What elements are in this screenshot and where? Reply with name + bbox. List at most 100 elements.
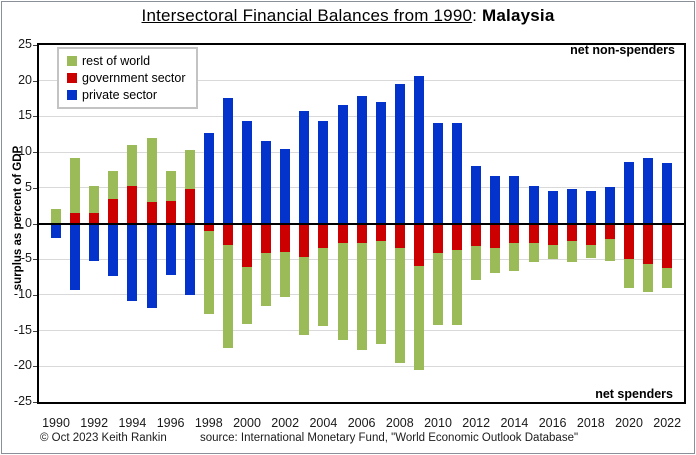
bar-segment-government-2011	[452, 223, 463, 250]
bar-segment-rest_of_world-2022	[662, 268, 673, 288]
bar-segment-government-1997	[184, 189, 195, 224]
x-tick-label: 2006	[347, 416, 376, 430]
legend-label: rest of world	[82, 53, 151, 68]
y-tick-label: -5	[20, 251, 32, 266]
x-tick-label: 2020	[615, 416, 643, 430]
bar-segment-government-1992	[89, 212, 100, 224]
x-tick-label: 1990	[42, 416, 70, 430]
bar-segment-government-2017	[566, 223, 577, 242]
bar-segment-private-2017	[566, 189, 577, 224]
bar-segment-rest_of_world-2001	[261, 253, 272, 307]
bar-segment-private-2008	[394, 84, 405, 224]
bar-segment-rest_of_world-2009	[413, 266, 424, 370]
bar-segment-private-1995	[146, 223, 157, 309]
bar-segment-government-2013	[490, 223, 501, 248]
legend-label: government sector	[82, 70, 186, 85]
bar-segment-government-1991	[70, 212, 81, 224]
bar-segment-rest_of_world-2019	[604, 239, 615, 262]
bar-segment-private-1996	[165, 223, 176, 275]
legend: rest of world government sector private …	[57, 47, 198, 109]
bar-segment-private-2016	[547, 191, 558, 224]
bar-segment-government-2016	[547, 223, 558, 245]
bar-segment-rest_of_world-1992	[89, 186, 100, 213]
bar-segment-government-1995	[146, 202, 157, 224]
title-region: Malaysia	[482, 6, 555, 25]
bar-segment-rest_of_world-1995	[146, 137, 157, 203]
bar-segment-government-2006	[356, 223, 367, 243]
bar-segment-government-2022	[662, 223, 673, 269]
bar-segment-rest_of_world-1993	[108, 170, 119, 200]
bar-segment-rest_of_world-2003	[299, 257, 310, 335]
y-tick-label: -15	[13, 322, 32, 337]
bar-segment-rest_of_world-2011	[452, 249, 463, 325]
bar-segment-government-2020	[624, 223, 634, 260]
x-tick-label: 1998	[194, 416, 223, 430]
bar-segment-government-1994	[127, 185, 138, 224]
bar-segment-private-2010	[433, 122, 443, 224]
bar-segment-government-2002	[280, 223, 291, 253]
bar-segment-private-2003	[299, 111, 310, 224]
x-tick-label: 2008	[385, 416, 414, 430]
bar-segment-rest_of_world-1990	[51, 209, 61, 224]
bar-segment-private-2006	[356, 95, 367, 224]
bar-segment-private-2022	[662, 162, 673, 224]
bar-segment-rest_of_world-2012	[471, 245, 482, 280]
y-tick-label: 15	[18, 108, 32, 123]
y-tick-mark	[33, 116, 37, 118]
bar-segment-government-2010	[433, 223, 443, 254]
bar-segment-government-2008	[394, 223, 405, 248]
title-main: Intersectoral Financial Balances from 19…	[141, 6, 473, 25]
legend-label: private sector	[82, 87, 158, 102]
bar-segment-government-2021	[643, 223, 654, 265]
y-tick-mark	[33, 294, 37, 296]
x-tick-label: 2014	[500, 416, 529, 430]
bar-segment-private-2014	[509, 175, 520, 224]
y-tick-mark	[33, 187, 37, 189]
bar-segment-private-2000	[242, 121, 252, 224]
bar-segment-private-2020	[624, 162, 634, 224]
private-sector-swatch-icon	[67, 89, 77, 100]
y-tick-label: 0	[25, 215, 32, 230]
bar-segment-rest_of_world-1996	[165, 171, 176, 201]
bar-segment-private-2011	[452, 122, 463, 224]
bar-segment-rest_of_world-2020	[624, 259, 634, 288]
bar-segment-rest_of_world-2010	[433, 253, 443, 325]
bar-segment-government-2018	[585, 223, 596, 245]
bar-segment-private-1992	[89, 223, 100, 261]
bar-segment-private-2018	[585, 191, 596, 224]
y-tick-mark	[33, 330, 37, 332]
bar-segment-private-1994	[127, 223, 138, 302]
bar-segment-private-2019	[604, 187, 615, 224]
x-tick-label: 2018	[576, 416, 605, 430]
bar-segment-government-2015	[528, 223, 539, 243]
bar-segment-private-1993	[108, 223, 119, 277]
x-tick-label: 2004	[309, 416, 338, 430]
bar-segment-rest_of_world-2006	[356, 242, 367, 350]
bar-segment-rest_of_world-2013	[490, 247, 501, 273]
bar-segment-government-2014	[509, 223, 520, 243]
bar-segment-government-1993	[108, 199, 119, 224]
y-tick-label: -10	[13, 286, 32, 301]
zero-line	[39, 222, 684, 225]
plot-area: rest of world government sector private …	[37, 43, 686, 404]
page-title: Intersectoral Financial Balances from 19…	[0, 6, 696, 26]
bar-segment-private-1999	[222, 97, 233, 224]
bar-segment-government-1998	[203, 223, 214, 231]
bar-segment-private-2012	[471, 166, 482, 224]
bar-segment-government-2001	[261, 223, 272, 254]
bar-segment-rest_of_world-1991	[70, 157, 81, 213]
bar-segment-government-2012	[471, 223, 482, 246]
bar-segment-rest_of_world-1998	[203, 230, 214, 315]
bar-segment-rest_of_world-1997	[184, 149, 195, 190]
bar-segment-private-1997	[184, 223, 195, 295]
government-sector-swatch-icon	[67, 72, 77, 83]
legend-item-government-sector: government sector	[67, 69, 186, 86]
y-tick-label: -20	[13, 358, 32, 373]
y-tick-mark	[33, 402, 37, 403]
bar-segment-rest_of_world-2016	[547, 244, 558, 260]
bar-segment-rest_of_world-2017	[566, 241, 577, 263]
y-tick-mark	[33, 80, 37, 82]
net-spenders-label: net spenders	[595, 387, 673, 401]
gridline	[39, 80, 684, 82]
x-tick-label: 2010	[424, 416, 452, 430]
